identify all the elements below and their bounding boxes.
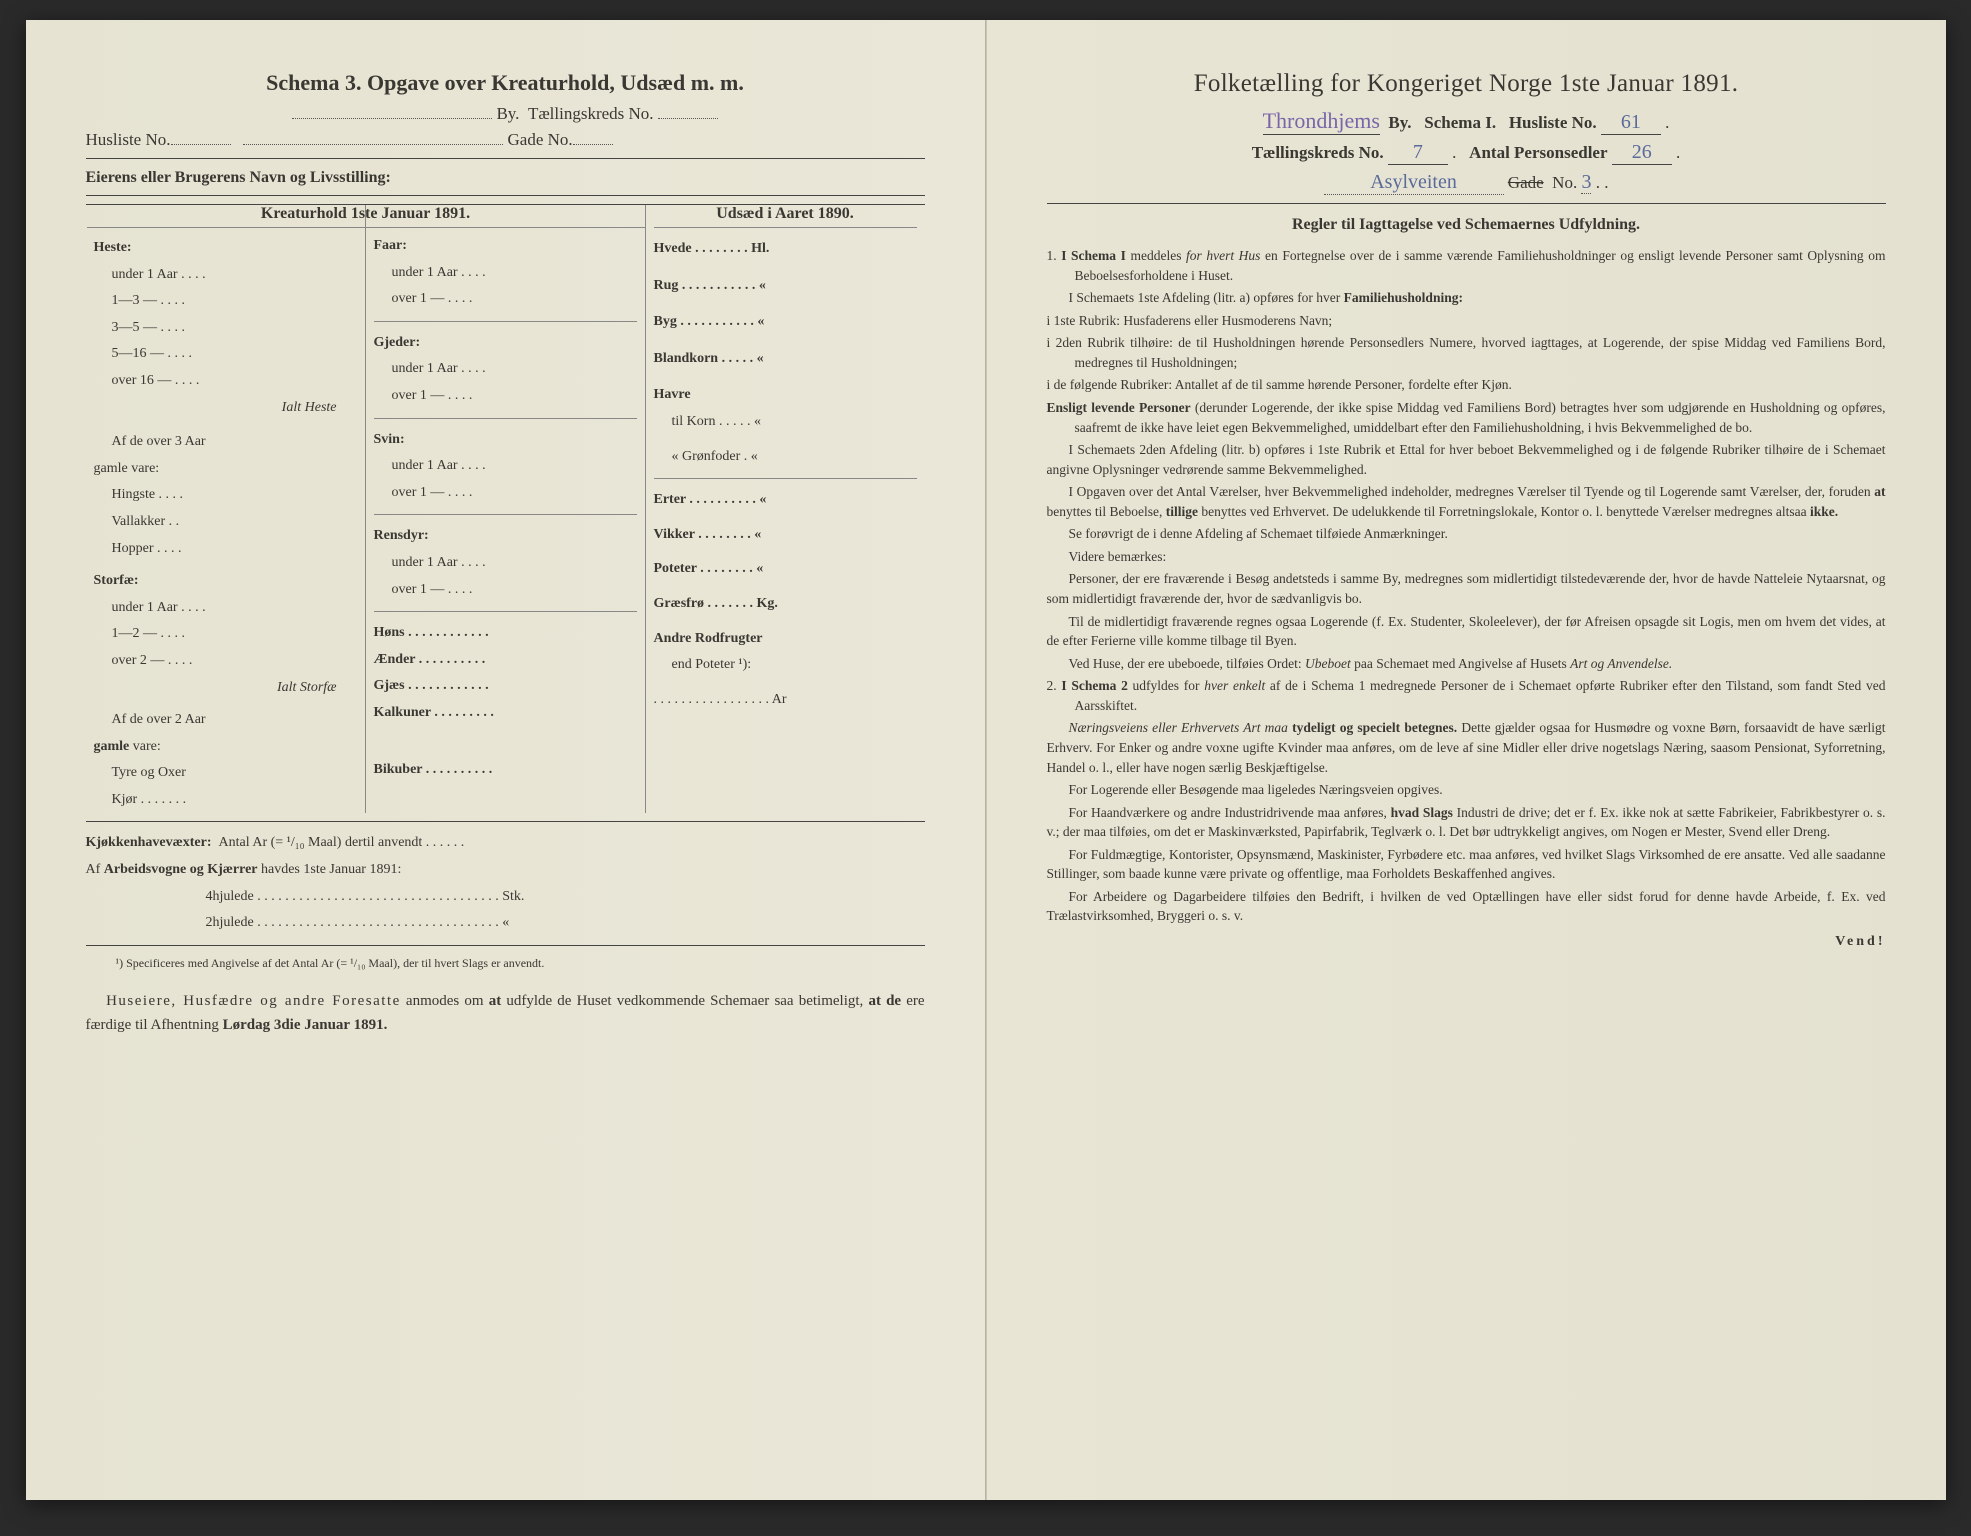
kreatur-table: Heste: under 1 Aar . . . . 1—3 — . . . .… [86, 204, 925, 813]
col3-header: Udsæd i Aaret 1890. [654, 205, 917, 228]
right-header-3: Asylveiten Gade No. 3 . . [1047, 171, 1886, 195]
right-page: Folketælling for Kongeriget Norge 1ste J… [986, 20, 1946, 1500]
bottom-instructions: Huseiere, Husfædre og andre Foresatte an… [86, 989, 925, 1037]
left-header-line2: Husliste No. Gade No. [86, 130, 925, 150]
census-book: Schema 3. Opgave over Kreaturhold, Udsæd… [26, 20, 1946, 1500]
col12-header: Kreaturhold 1ste Januar 1891. [87, 205, 645, 228]
census-title: Folketælling for Kongeriget Norge 1ste J… [1047, 70, 1886, 98]
vend-label: Vend! [1047, 934, 1886, 950]
rules-title: Regler til Iagttagelse ved Schemaernes U… [1047, 216, 1886, 234]
footnote: ¹) Specificeres med Angivelse af det Ant… [86, 956, 925, 971]
rules-body: 1. I Schema I meddeles for hvert Hus en … [1047, 246, 1886, 926]
right-header-2: Tællingskreds No. 7 . Antal Personsedler… [1047, 141, 1886, 165]
owner-label: Eierens eller Brugerens Navn og Livsstil… [86, 169, 925, 187]
kjokken-line: Kjøkkenhavevæxter: Antal Ar (= ¹/₁₀ Maal… [86, 830, 925, 857]
left-header-line1: By. Tællingskreds No. [86, 104, 925, 124]
right-header-1: Throndhjems By. Schema I. Husliste No. 6… [1047, 108, 1886, 135]
arbeidsvogne-line: Af Arbeidsvogne og Kjærrer havdes 1ste J… [86, 857, 925, 884]
left-page: Schema 3. Opgave over Kreaturhold, Udsæd… [26, 20, 986, 1500]
schema3-title: Schema 3. Opgave over Kreaturhold, Udsæd… [86, 70, 925, 96]
